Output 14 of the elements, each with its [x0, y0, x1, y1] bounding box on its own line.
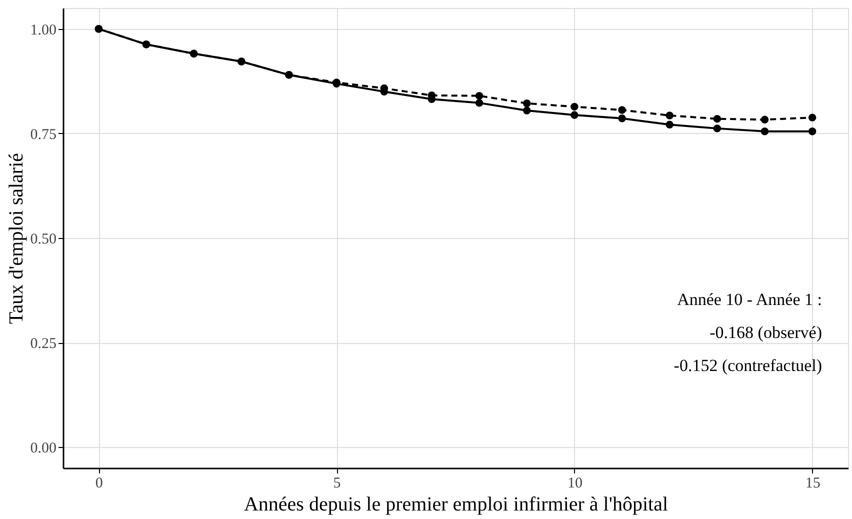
- annotation: -0.168 (observé): [710, 323, 822, 342]
- x-axis-title: Années depuis le premier emploi infirmier à l'hôpital: [244, 494, 668, 516]
- x-tick-label: 10: [567, 476, 582, 492]
- annotation: Année 10 - Année 1 :: [677, 290, 822, 309]
- y-tick-label: 1.00: [30, 22, 56, 38]
- annotation: -0.152 (contrefactuel): [674, 356, 822, 375]
- y-tick-label: 0.25: [30, 336, 56, 352]
- y-tick-label: 0.50: [30, 232, 56, 248]
- x-tick-label: 5: [333, 476, 341, 492]
- y-tick-label: 0.75: [30, 126, 56, 143]
- y-axis-title: Taux d'emploi salarié: [5, 152, 28, 324]
- x-tick-label: 15: [805, 476, 820, 492]
- y-tick-label: 0.00: [30, 440, 56, 457]
- x-tick-label: 0: [95, 476, 103, 492]
